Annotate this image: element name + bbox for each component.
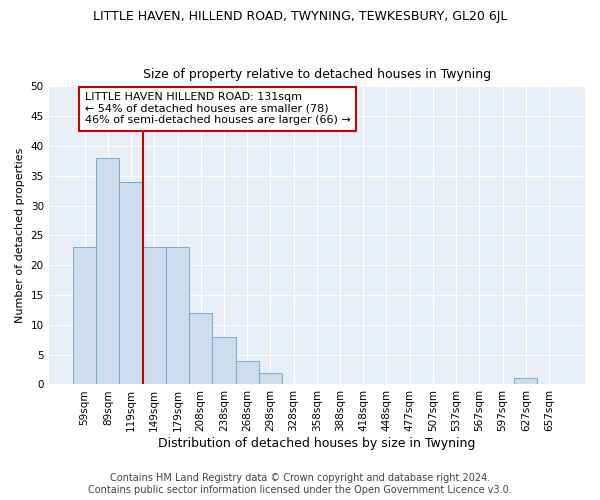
Bar [189, 313, 212, 384]
Bar [96, 158, 119, 384]
Bar [119, 182, 143, 384]
Bar [73, 248, 96, 384]
X-axis label: Distribution of detached houses by size in Twyning: Distribution of detached houses by size … [158, 437, 476, 450]
Text: LITTLE HAVEN HILLEND ROAD: 131sqm
← 54% of detached houses are smaller (78)
46% : LITTLE HAVEN HILLEND ROAD: 131sqm ← 54% … [85, 92, 350, 126]
Bar [212, 337, 236, 384]
Bar [259, 372, 282, 384]
Y-axis label: Number of detached properties: Number of detached properties [15, 148, 25, 323]
Title: Size of property relative to detached houses in Twyning: Size of property relative to detached ho… [143, 68, 491, 81]
Text: Contains HM Land Registry data © Crown copyright and database right 2024.
Contai: Contains HM Land Registry data © Crown c… [88, 474, 512, 495]
Bar [166, 248, 189, 384]
Text: LITTLE HAVEN, HILLEND ROAD, TWYNING, TEWKESBURY, GL20 6JL: LITTLE HAVEN, HILLEND ROAD, TWYNING, TEW… [93, 10, 507, 23]
Bar [236, 360, 259, 384]
Bar [514, 378, 538, 384]
Bar [143, 248, 166, 384]
